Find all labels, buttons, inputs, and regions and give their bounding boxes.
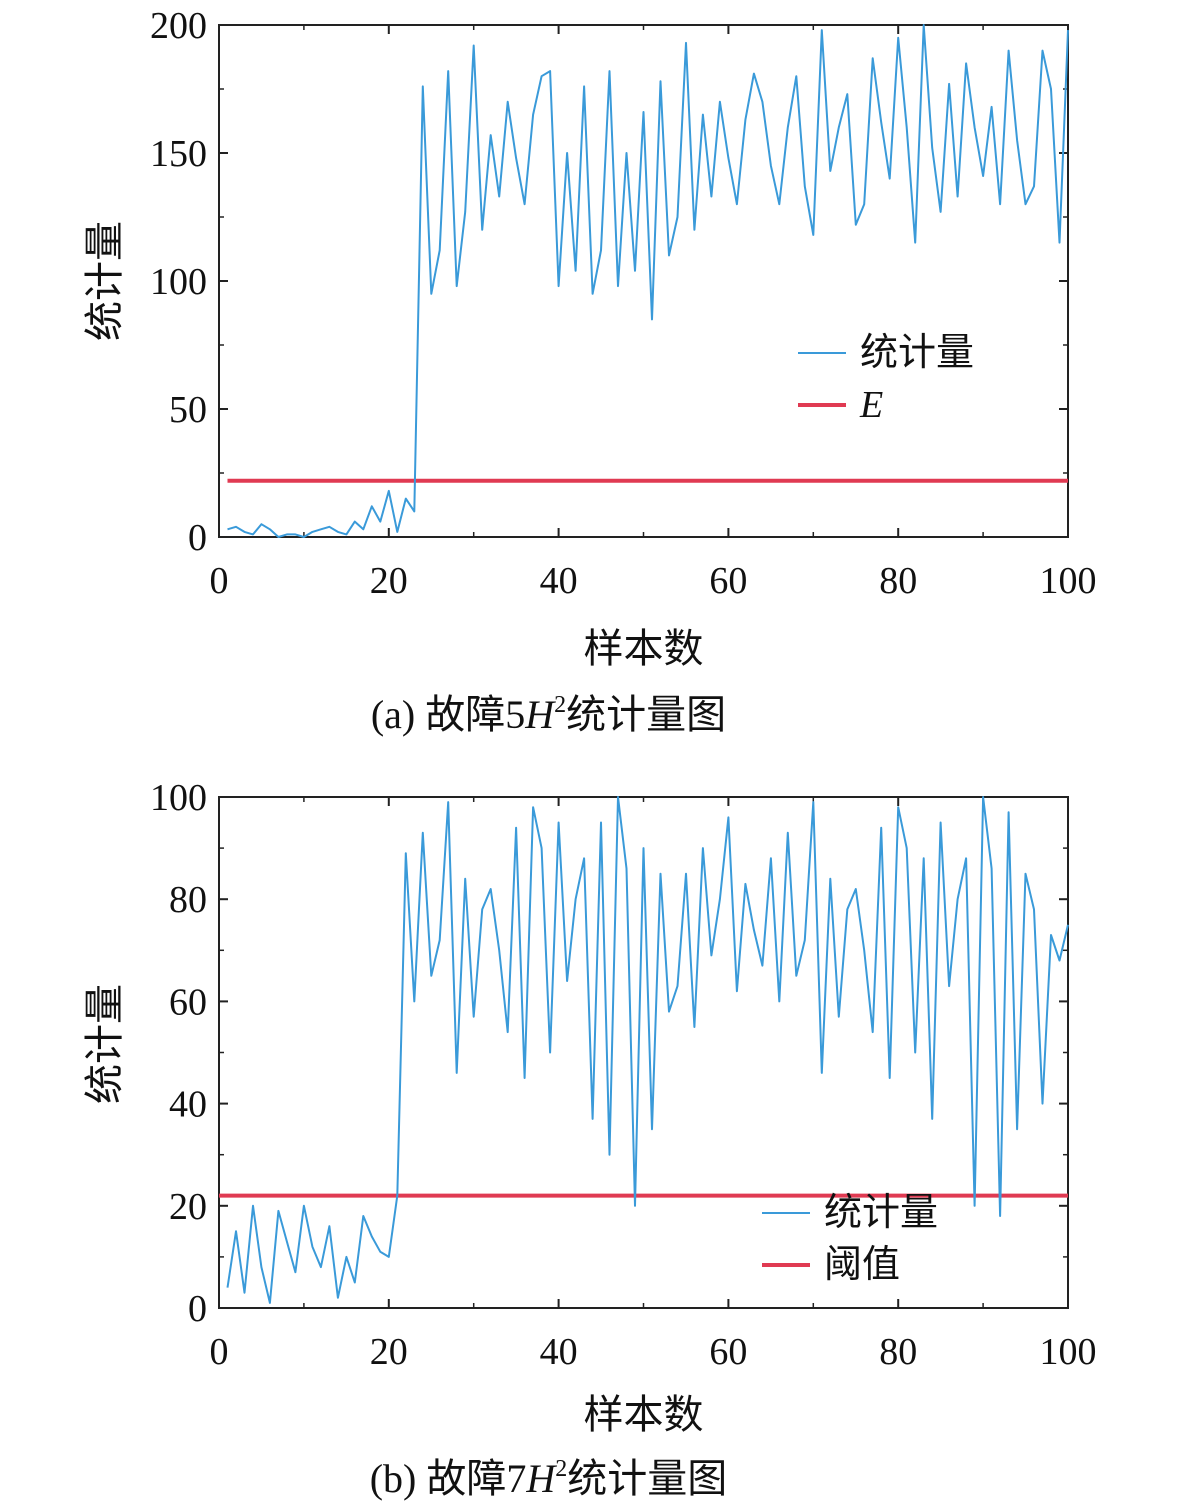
legend-label: 阈值	[824, 1244, 900, 1286]
y-axis-title: 统计量	[82, 984, 127, 1104]
y-axis-title: 统计量	[82, 221, 127, 341]
figure-caption: (b) 故障7H2统计量图	[370, 1456, 728, 1501]
legend-label: 统计量	[860, 332, 974, 374]
series-line-statistic	[226, 796, 1069, 1304]
x-tick-label: 80	[879, 560, 917, 602]
x-tick-label: 20	[370, 560, 408, 602]
x-tick-label: 0	[210, 1331, 229, 1373]
y-tick-label: 200	[150, 5, 207, 47]
x-tick-label: 100	[1040, 560, 1097, 602]
figure-caption: (a) 故障5H2统计量图	[371, 692, 726, 737]
caption-prefix: (a) 故障5	[371, 692, 525, 737]
x-tick-label: 40	[540, 560, 578, 602]
caption-suffix: 统计量图	[567, 1456, 727, 1501]
plot-frame	[218, 24, 1069, 538]
series-line-statistic	[227, 24, 1069, 538]
caption-sup: 2	[555, 1456, 567, 1482]
caption-prefix: (b) 故障7	[370, 1456, 527, 1501]
y-tick-label: 100	[150, 777, 207, 819]
legend-label: 统计量	[824, 1192, 938, 1234]
x-tick-label: 60	[709, 560, 747, 602]
x-tick-label: 100	[1040, 1331, 1097, 1373]
caption-sup: 2	[554, 692, 566, 718]
y-tick-label: 100	[150, 261, 207, 303]
x-tick-label: 60	[709, 1331, 747, 1373]
y-tick-label: 0	[188, 1288, 207, 1330]
x-tick-label: 80	[879, 1331, 917, 1373]
caption-var: H	[524, 692, 556, 737]
x-axis-title: 样本数	[584, 626, 704, 671]
x-axis-title: 样本数	[584, 1392, 704, 1437]
legend: 统计量 E	[798, 332, 974, 426]
caption-var: H	[525, 1456, 557, 1501]
x-tick-label: 0	[210, 560, 229, 602]
y-tick-label: 50	[169, 389, 207, 431]
y-tick-label: 20	[169, 1186, 207, 1228]
y-tick-label: 0	[188, 517, 207, 559]
legend-label: E	[859, 384, 883, 426]
x-tick-label: 20	[370, 1331, 408, 1373]
y-tick-label: 40	[169, 1084, 207, 1126]
y-tick-label: 150	[150, 133, 207, 175]
x-tick-label: 40	[540, 1331, 578, 1373]
y-tick-label: 60	[169, 981, 207, 1023]
y-tick-label: 80	[169, 879, 207, 921]
caption-suffix: 统计量图	[566, 692, 726, 737]
